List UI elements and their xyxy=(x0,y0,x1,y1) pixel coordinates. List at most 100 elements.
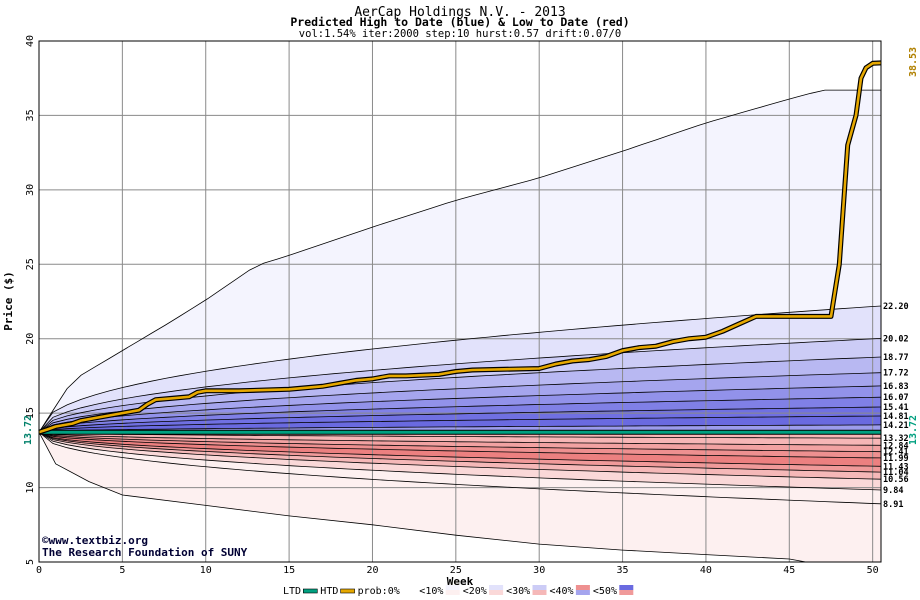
band-value-label: 9.84 xyxy=(883,486,903,496)
band-value-label: 16.07 xyxy=(883,393,909,403)
y-tick-label: 20 xyxy=(25,333,36,345)
high-band-1 xyxy=(39,306,881,433)
band-boundary-18 xyxy=(38,431,882,505)
legend-label: <30% xyxy=(506,586,530,597)
high-band-4 xyxy=(39,372,881,433)
band-boundary-7 xyxy=(38,406,882,433)
band-value-label: 11.04 xyxy=(883,468,909,478)
chart-params: vol:1.54% iter:2000 step:10 hurst:0.57 d… xyxy=(299,28,621,40)
legend-label: HTD xyxy=(320,586,338,597)
band-boundary-5 xyxy=(38,385,882,433)
x-tick-label: 45 xyxy=(783,565,795,576)
x-tick-label: 20 xyxy=(366,565,378,576)
x-tick-label: 30 xyxy=(533,565,545,576)
y-tick-label: 40 xyxy=(25,35,36,47)
low-band-3 xyxy=(39,432,881,467)
legend-swatch xyxy=(532,590,547,595)
y-tick-label: 5 xyxy=(25,559,36,565)
chart-title: AerCap Holdings N.V. - 2013 xyxy=(354,5,565,20)
legend-label: <10% xyxy=(419,586,443,597)
high-band-3 xyxy=(39,357,881,433)
legend-swatch xyxy=(619,585,634,590)
band-value-label: 11.99 xyxy=(883,454,909,464)
high-band-6 xyxy=(39,397,881,433)
legend-swatch xyxy=(302,588,318,594)
band-boundary-0 xyxy=(38,89,881,433)
legend-label: <20% xyxy=(463,586,487,597)
band-value-label: 14.81 xyxy=(883,412,909,422)
band-boundary-16 xyxy=(38,431,882,480)
legend-label: prob:0% xyxy=(358,586,400,597)
band-boundary-11 xyxy=(38,431,882,446)
legend-swatch xyxy=(445,585,460,590)
y-tick-label: 35 xyxy=(25,109,36,121)
legend: LTD HTD prob:0% <10% <20% <30% <40% <50% xyxy=(283,585,634,597)
credit-line-1: ©www.textbiz.org xyxy=(42,534,148,547)
x-tick-label: 25 xyxy=(450,565,462,576)
high-band-5 xyxy=(39,385,881,433)
band-value-label: 16.83 xyxy=(883,382,909,392)
x-tick-label: 0 xyxy=(36,565,42,576)
x-tick-label: 40 xyxy=(700,565,712,576)
band-boundary-6 xyxy=(38,396,882,433)
legend-swatch xyxy=(402,585,417,590)
band-boundary-2 xyxy=(38,338,882,433)
htd-end-label: 38.53 xyxy=(908,47,919,77)
x-tick-label: 35 xyxy=(617,565,629,576)
credit-line-2: The Research Foundation of SUNY xyxy=(42,546,248,559)
band-boundary-14 xyxy=(38,431,882,467)
band-labels: 22.20 20.02 18.77 17.72 16.8316.0715.4114.81… xyxy=(883,302,909,510)
legend-swatch xyxy=(532,585,547,590)
band-value-label: 15.41 xyxy=(883,403,909,413)
legend-swatch xyxy=(575,590,590,595)
low-band-6 xyxy=(39,432,881,490)
legend-label: <40% xyxy=(550,586,574,597)
series-lines xyxy=(38,60,882,563)
legend-swatch xyxy=(489,590,504,595)
x-axis-title: Week xyxy=(447,575,474,588)
band-value-label: 18.77 xyxy=(883,353,909,363)
band-boundary-15 xyxy=(38,431,882,473)
band-boundary-1 xyxy=(38,305,882,433)
legend-swatch xyxy=(445,590,460,595)
band-value-label: 22.20 xyxy=(883,302,909,312)
band-boundary-17 xyxy=(38,431,882,491)
legend-swatch xyxy=(340,588,355,594)
band-value-label: 12.84 xyxy=(883,441,909,451)
band-boundary-9 xyxy=(38,424,882,433)
band-value-label: 20.02 xyxy=(883,334,909,344)
ltd-end-label: 13.72 xyxy=(908,415,919,445)
y-axis-title: Price ($) xyxy=(2,271,15,331)
x-tick-label: 15 xyxy=(283,565,295,576)
low-band-7 xyxy=(39,432,881,504)
start-price-label: 13.72 xyxy=(23,415,34,445)
plot-area xyxy=(39,41,881,562)
y-tick-label: 10 xyxy=(25,482,36,494)
band-value-label: 14.21 xyxy=(883,421,909,431)
band-boundary-12 xyxy=(38,431,882,453)
htd-line xyxy=(38,61,882,434)
x-tick-label: 5 xyxy=(119,565,125,576)
band-value-label: 12.41 xyxy=(883,448,909,458)
x-tick-label: 50 xyxy=(867,565,879,576)
band-value-label: 17.72 xyxy=(883,369,909,379)
legend-label: LTD xyxy=(283,586,301,597)
band-boundary-8 xyxy=(38,415,882,433)
high-band-0 xyxy=(39,90,881,433)
min-boundary xyxy=(38,432,807,563)
chart-subtitle: Predicted High to Date (blue) & Low to D… xyxy=(290,15,629,29)
band-value-label: 8.91 xyxy=(883,500,903,510)
band-boundary-10 xyxy=(38,431,882,439)
high-band-2 xyxy=(39,338,881,433)
y-tick-label: 15 xyxy=(25,407,36,419)
legend-swatch xyxy=(575,585,590,590)
x-tick-label: 10 xyxy=(200,565,212,576)
legend-swatch xyxy=(619,590,634,595)
band-value-label: 10.56 xyxy=(883,475,909,485)
y-tick-label: 30 xyxy=(25,184,36,196)
legend-label: <50% xyxy=(593,586,617,597)
band-value-label: 13.32 xyxy=(883,434,909,444)
y-tick-label: 25 xyxy=(25,258,36,270)
plot-frame xyxy=(38,40,882,563)
